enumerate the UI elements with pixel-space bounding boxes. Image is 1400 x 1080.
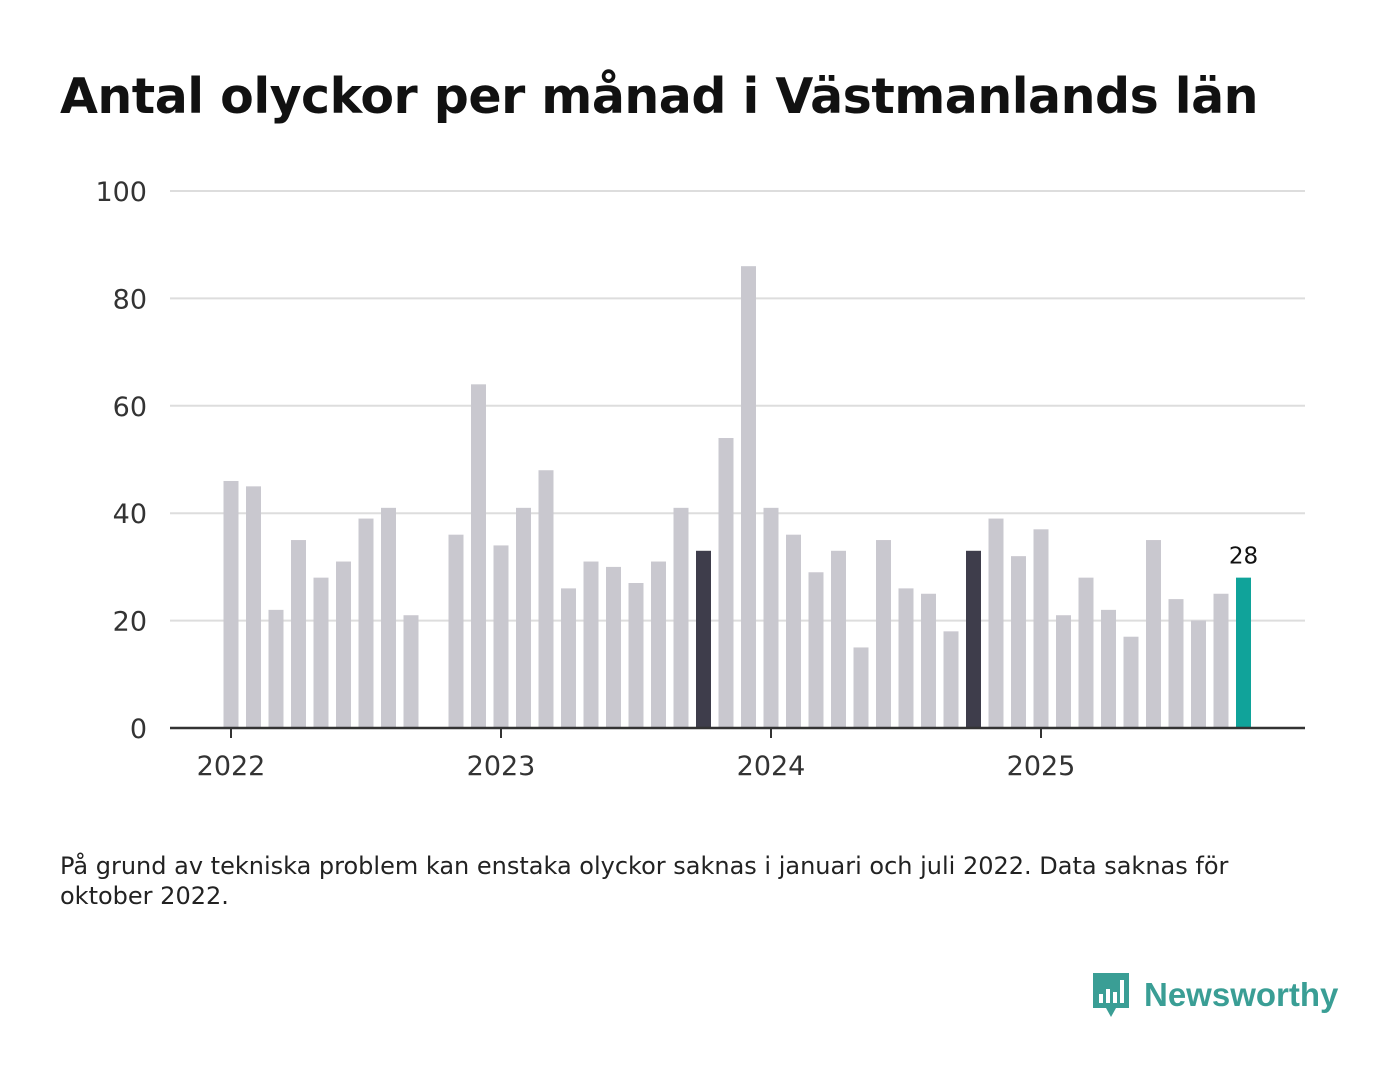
bar xyxy=(538,470,554,728)
bar xyxy=(1033,529,1049,728)
bar xyxy=(381,507,396,728)
bar xyxy=(1056,615,1071,728)
bar xyxy=(1213,593,1229,728)
x-tick-label: 2025 xyxy=(1007,751,1076,782)
bar xyxy=(336,561,351,728)
bar xyxy=(898,588,914,728)
brand-name: Newsworthy xyxy=(1144,976,1339,1013)
newsworthy-logo-icon xyxy=(1093,973,1129,1017)
bar xyxy=(606,566,621,728)
bar xyxy=(1123,636,1139,728)
newsworthy-logo[interactable]: Newsworthy xyxy=(1090,970,1338,1020)
bar xyxy=(493,545,509,728)
bar xyxy=(403,615,419,728)
bar xyxy=(741,266,756,728)
x-tick-label: 2023 xyxy=(467,751,536,782)
x-tick-label: 2024 xyxy=(737,751,806,782)
bar xyxy=(808,572,824,728)
y-tick-label: 100 xyxy=(95,177,147,208)
bar xyxy=(943,631,959,728)
y-tick-label: 0 xyxy=(130,714,147,745)
bar xyxy=(763,507,779,728)
bar xyxy=(358,518,374,728)
bar xyxy=(831,550,846,728)
bar xyxy=(718,438,734,728)
bar xyxy=(1078,577,1094,728)
bar xyxy=(268,609,284,728)
y-tick-label: 60 xyxy=(113,392,147,423)
bar xyxy=(921,593,936,728)
bar xyxy=(516,507,531,728)
bar xyxy=(966,550,981,728)
bar xyxy=(1146,540,1161,728)
bar xyxy=(673,507,689,728)
bar xyxy=(1011,556,1026,728)
bar xyxy=(448,534,464,728)
bar xyxy=(223,480,239,728)
x-tick-label: 2022 xyxy=(197,751,266,782)
bar xyxy=(246,486,261,728)
bar xyxy=(1236,577,1251,728)
y-tick-label: 80 xyxy=(113,284,147,315)
data-label: 28 xyxy=(1229,544,1258,570)
bar-chart: 0 20 40 60 80 100 2022 2023 2024 2025 28 xyxy=(95,177,1305,782)
bar xyxy=(561,588,576,728)
y-tick-label: 40 xyxy=(113,499,147,530)
bar xyxy=(696,550,711,728)
bar xyxy=(1101,609,1116,728)
bar xyxy=(988,518,1004,728)
y-tick-label: 20 xyxy=(113,607,147,638)
bar xyxy=(786,534,801,728)
bar xyxy=(651,561,666,728)
bar xyxy=(1191,620,1206,728)
bar xyxy=(471,384,486,728)
bar xyxy=(1168,599,1184,728)
bar xyxy=(583,561,599,728)
chart-title: Antal olyckor per månad i Västmanlands l… xyxy=(60,68,1259,125)
bar xyxy=(876,540,891,728)
footnote: På grund av tekniska problem kan enstaka… xyxy=(60,852,1229,910)
bar xyxy=(853,647,869,728)
bar xyxy=(313,577,329,728)
bar xyxy=(628,583,644,728)
bar xyxy=(291,540,306,728)
